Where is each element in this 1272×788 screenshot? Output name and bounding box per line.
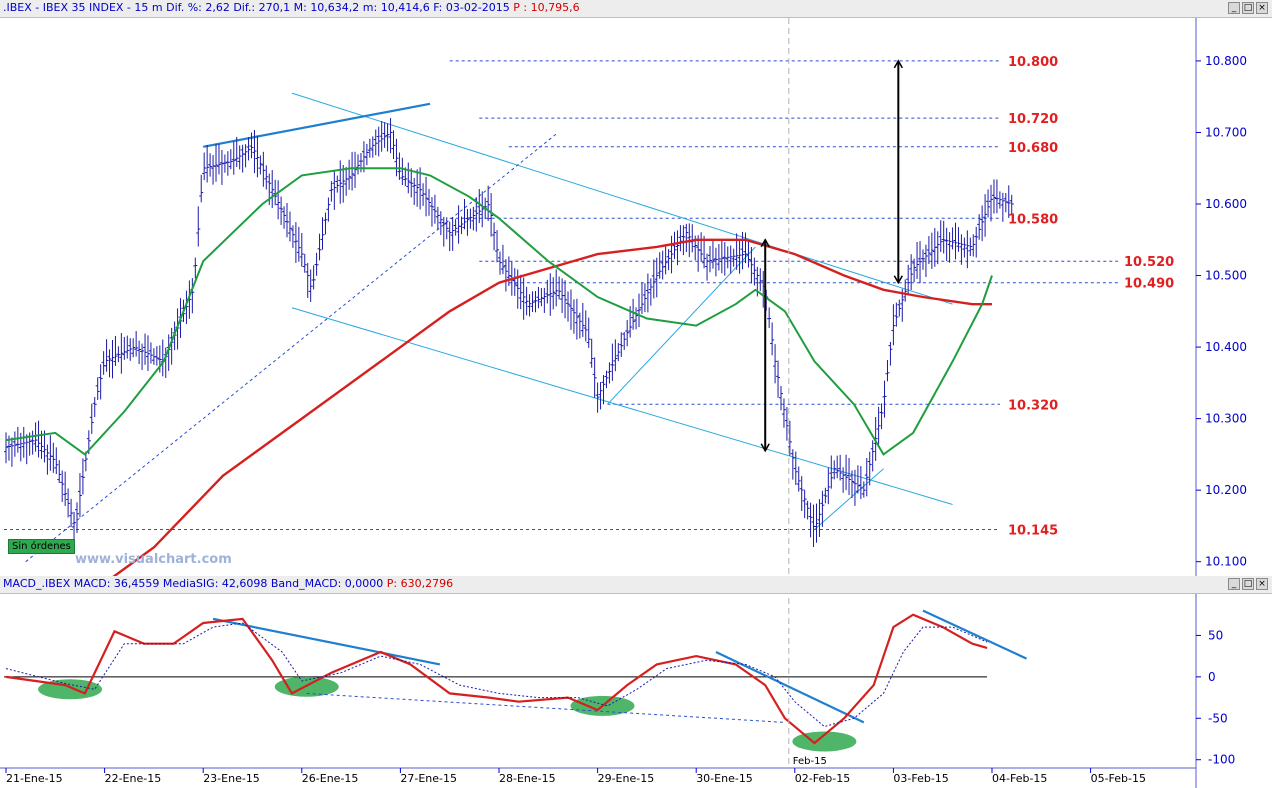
macd-tick-label: 50 [1208,628,1223,642]
macd-maximize-button[interactable]: □ [1242,578,1254,590]
measure-arrow-right-head-top [893,59,903,69]
macd-divergence-line [306,692,785,723]
x-tick-label: 04-Feb-15 [992,772,1047,785]
price-pane-last: P : 10,795,6 [509,1,580,14]
measure-arrow-left-head-top [760,238,770,248]
orders-badge[interactable]: Sin órdenes [8,539,75,554]
channel-lower [291,307,953,505]
x-tick-label: 05-Feb-15 [1091,772,1146,785]
price-plot: 10.800 10.720 10.680 10.580 10.520 10.490 10.3… [4,55,1174,592]
trendline-top [202,102,431,148]
macd-pane-title: MACD_.IBEX MACD: 36,4559 MediaSIG: 42,60… [3,577,384,590]
x-tick-label: 28-Ene-15 [499,772,556,785]
x-tick-label: 23-Ene-15 [203,772,260,785]
axes: 10.100 10.200 10.300 10.400 10.500 10.600 10.7… [0,18,1247,788]
macd-tick-label: -50 [1208,711,1228,725]
x-tick-label: 21-Ene-15 [6,772,63,785]
price-tick-label: 10.500 [1205,269,1247,283]
macd-pane-header: MACD_.IBEX MACD: 36,4559 MediaSIG: 42,60… [0,576,1272,594]
x-tick-label: 02-Feb-15 [795,772,850,785]
price-tick-label: 10.800 [1205,54,1247,68]
measure-arrow-right-head-bottom [893,275,903,285]
price-pane-title: .IBEX - IBEX 35 INDEX - 15 m Dif. %: 2,6… [3,1,510,14]
price-window-buttons: _ □ × [1228,2,1268,14]
x-tick-label: 26-Ene-15 [302,772,359,785]
macd-close-button[interactable]: × [1256,578,1268,590]
macd-tick-label: 0 [1208,670,1216,684]
month-marker-label: Feb-15 [793,756,827,767]
price-tick-label: 10.300 [1205,412,1247,426]
ma-slow-line [93,238,992,592]
close-button[interactable]: × [1256,2,1268,14]
rebound-channel [814,468,884,530]
macd-line [5,613,988,745]
price-level-label: 10.320 [1008,398,1058,413]
measure-arrow-left-head-bottom [760,443,770,453]
price-level-label: 10.145 [1008,524,1058,539]
macd-plot [4,609,1027,752]
macd-tick-label: -100 [1208,753,1235,767]
macd-oval-marker [792,731,857,752]
watermark: www.visualchart.com [75,552,232,567]
macd-pane-last: P: 630,2796 [383,577,454,590]
x-tick-label: 27-Ene-15 [400,772,457,785]
minimize-button[interactable]: _ [1228,2,1240,14]
price-level-label: 10.680 [1008,141,1058,156]
x-tick-label: 30-Ene-15 [696,772,753,785]
channel-upper [291,92,953,305]
macd-trendline-2 [715,651,865,724]
price-tick-label: 10.400 [1205,340,1247,354]
macd-trendline-1 [212,617,441,666]
maximize-button[interactable]: □ [1242,2,1254,14]
macd-minimize-button[interactable]: _ [1228,578,1240,590]
price-tick-label: 10.600 [1205,197,1247,211]
ma-fast-line [5,167,993,456]
signal-line [5,622,988,728]
macd-window-buttons: _ □ × [1228,578,1268,590]
price-tick-label: 10.700 [1205,125,1247,139]
price-level-label: 10.580 [1008,212,1058,227]
price-tick-label: 10.100 [1205,555,1247,569]
x-tick-label: 22-Ene-15 [105,772,162,785]
price-level-label: 10.490 [1124,277,1174,292]
x-tick-label: 03-Feb-15 [893,772,948,785]
price-pane-header: .IBEX - IBEX 35 INDEX - 15 m Dif. %: 2,6… [0,0,1272,18]
support-dotted [25,132,559,563]
price-level-label: 10.720 [1008,112,1058,127]
x-tick-label: 29-Ene-15 [598,772,655,785]
price-level-label: 10.520 [1124,255,1174,270]
price-tick-label: 10.200 [1205,483,1247,497]
price-level-label: 10.800 [1008,55,1058,70]
macd-trendline-3 [922,609,1027,660]
